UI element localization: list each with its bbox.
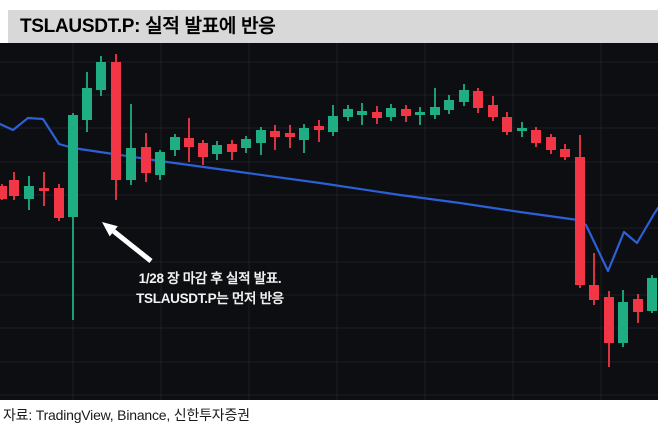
candle-body bbox=[488, 105, 498, 117]
candle-body bbox=[39, 188, 49, 191]
candle-body bbox=[82, 88, 92, 120]
candle-body bbox=[141, 147, 151, 173]
candle-body bbox=[227, 144, 237, 152]
candle-body bbox=[560, 149, 570, 157]
candle-body bbox=[328, 116, 338, 132]
candle-body bbox=[256, 130, 266, 143]
candle-body bbox=[111, 62, 121, 180]
candle-body bbox=[618, 302, 628, 343]
candle-body bbox=[444, 100, 454, 110]
candle-body bbox=[633, 299, 643, 312]
candle-body bbox=[184, 138, 194, 147]
source-caption: 자료: TradingView, Binance, 신한투자증권 bbox=[3, 406, 250, 423]
candle-body bbox=[270, 131, 280, 137]
candle-body bbox=[198, 143, 208, 157]
chart-area: 1/28 장 마감 후 실적 발표. TSLAUSDT.P는 먼저 반응 bbox=[0, 43, 658, 400]
candle-body bbox=[343, 109, 353, 117]
candle-body bbox=[0, 186, 7, 199]
candle-body bbox=[357, 111, 367, 115]
candle-body bbox=[241, 139, 251, 148]
up-left-arrow-icon bbox=[102, 222, 118, 237]
ma-line bbox=[0, 116, 658, 273]
title-bar: TSLAUSDT.P: 실적 발표에 반응 bbox=[8, 10, 658, 43]
candle-body bbox=[517, 128, 527, 131]
candle-body bbox=[473, 91, 483, 108]
candle-body bbox=[314, 126, 324, 130]
candle-body bbox=[589, 285, 599, 300]
candle-body bbox=[285, 133, 295, 137]
candle-body bbox=[647, 278, 657, 311]
candlestick-chart bbox=[0, 43, 658, 400]
annotation-line-1: 1/28 장 마감 후 실적 발표. bbox=[138, 271, 282, 286]
annotation-line-2: TSLAUSDT.P는 먼저 반응 bbox=[136, 291, 284, 306]
candle-body bbox=[415, 112, 425, 115]
candle-body bbox=[401, 109, 411, 116]
candle-body bbox=[126, 148, 136, 180]
candle-body bbox=[68, 115, 78, 217]
candle-body bbox=[430, 107, 440, 115]
page-title: TSLAUSDT.P: 실적 발표에 반응 bbox=[20, 16, 276, 37]
candle-body bbox=[299, 128, 309, 140]
annotation-arrow-shaft bbox=[112, 229, 153, 263]
candle-body bbox=[212, 145, 222, 154]
candle-body bbox=[502, 117, 512, 132]
candle-body bbox=[96, 62, 106, 90]
candle-body bbox=[531, 130, 541, 143]
annotation-callout: 1/28 장 마감 후 실적 발표. TSLAUSDT.P는 먼저 반응 bbox=[112, 269, 308, 309]
candle-body bbox=[604, 297, 614, 343]
candle-body bbox=[575, 157, 585, 285]
candle-body bbox=[546, 137, 556, 150]
candle-body bbox=[372, 112, 382, 118]
candle-body bbox=[9, 180, 19, 196]
candle-body bbox=[386, 108, 396, 117]
candle-body bbox=[54, 188, 64, 218]
top-margin bbox=[0, 0, 658, 10]
footer: 자료: TradingView, Binance, 신한투자증권 bbox=[0, 400, 658, 429]
candle-body bbox=[155, 152, 165, 175]
candle-body bbox=[24, 186, 34, 199]
candle-body bbox=[459, 90, 469, 102]
candle-body bbox=[170, 137, 180, 150]
